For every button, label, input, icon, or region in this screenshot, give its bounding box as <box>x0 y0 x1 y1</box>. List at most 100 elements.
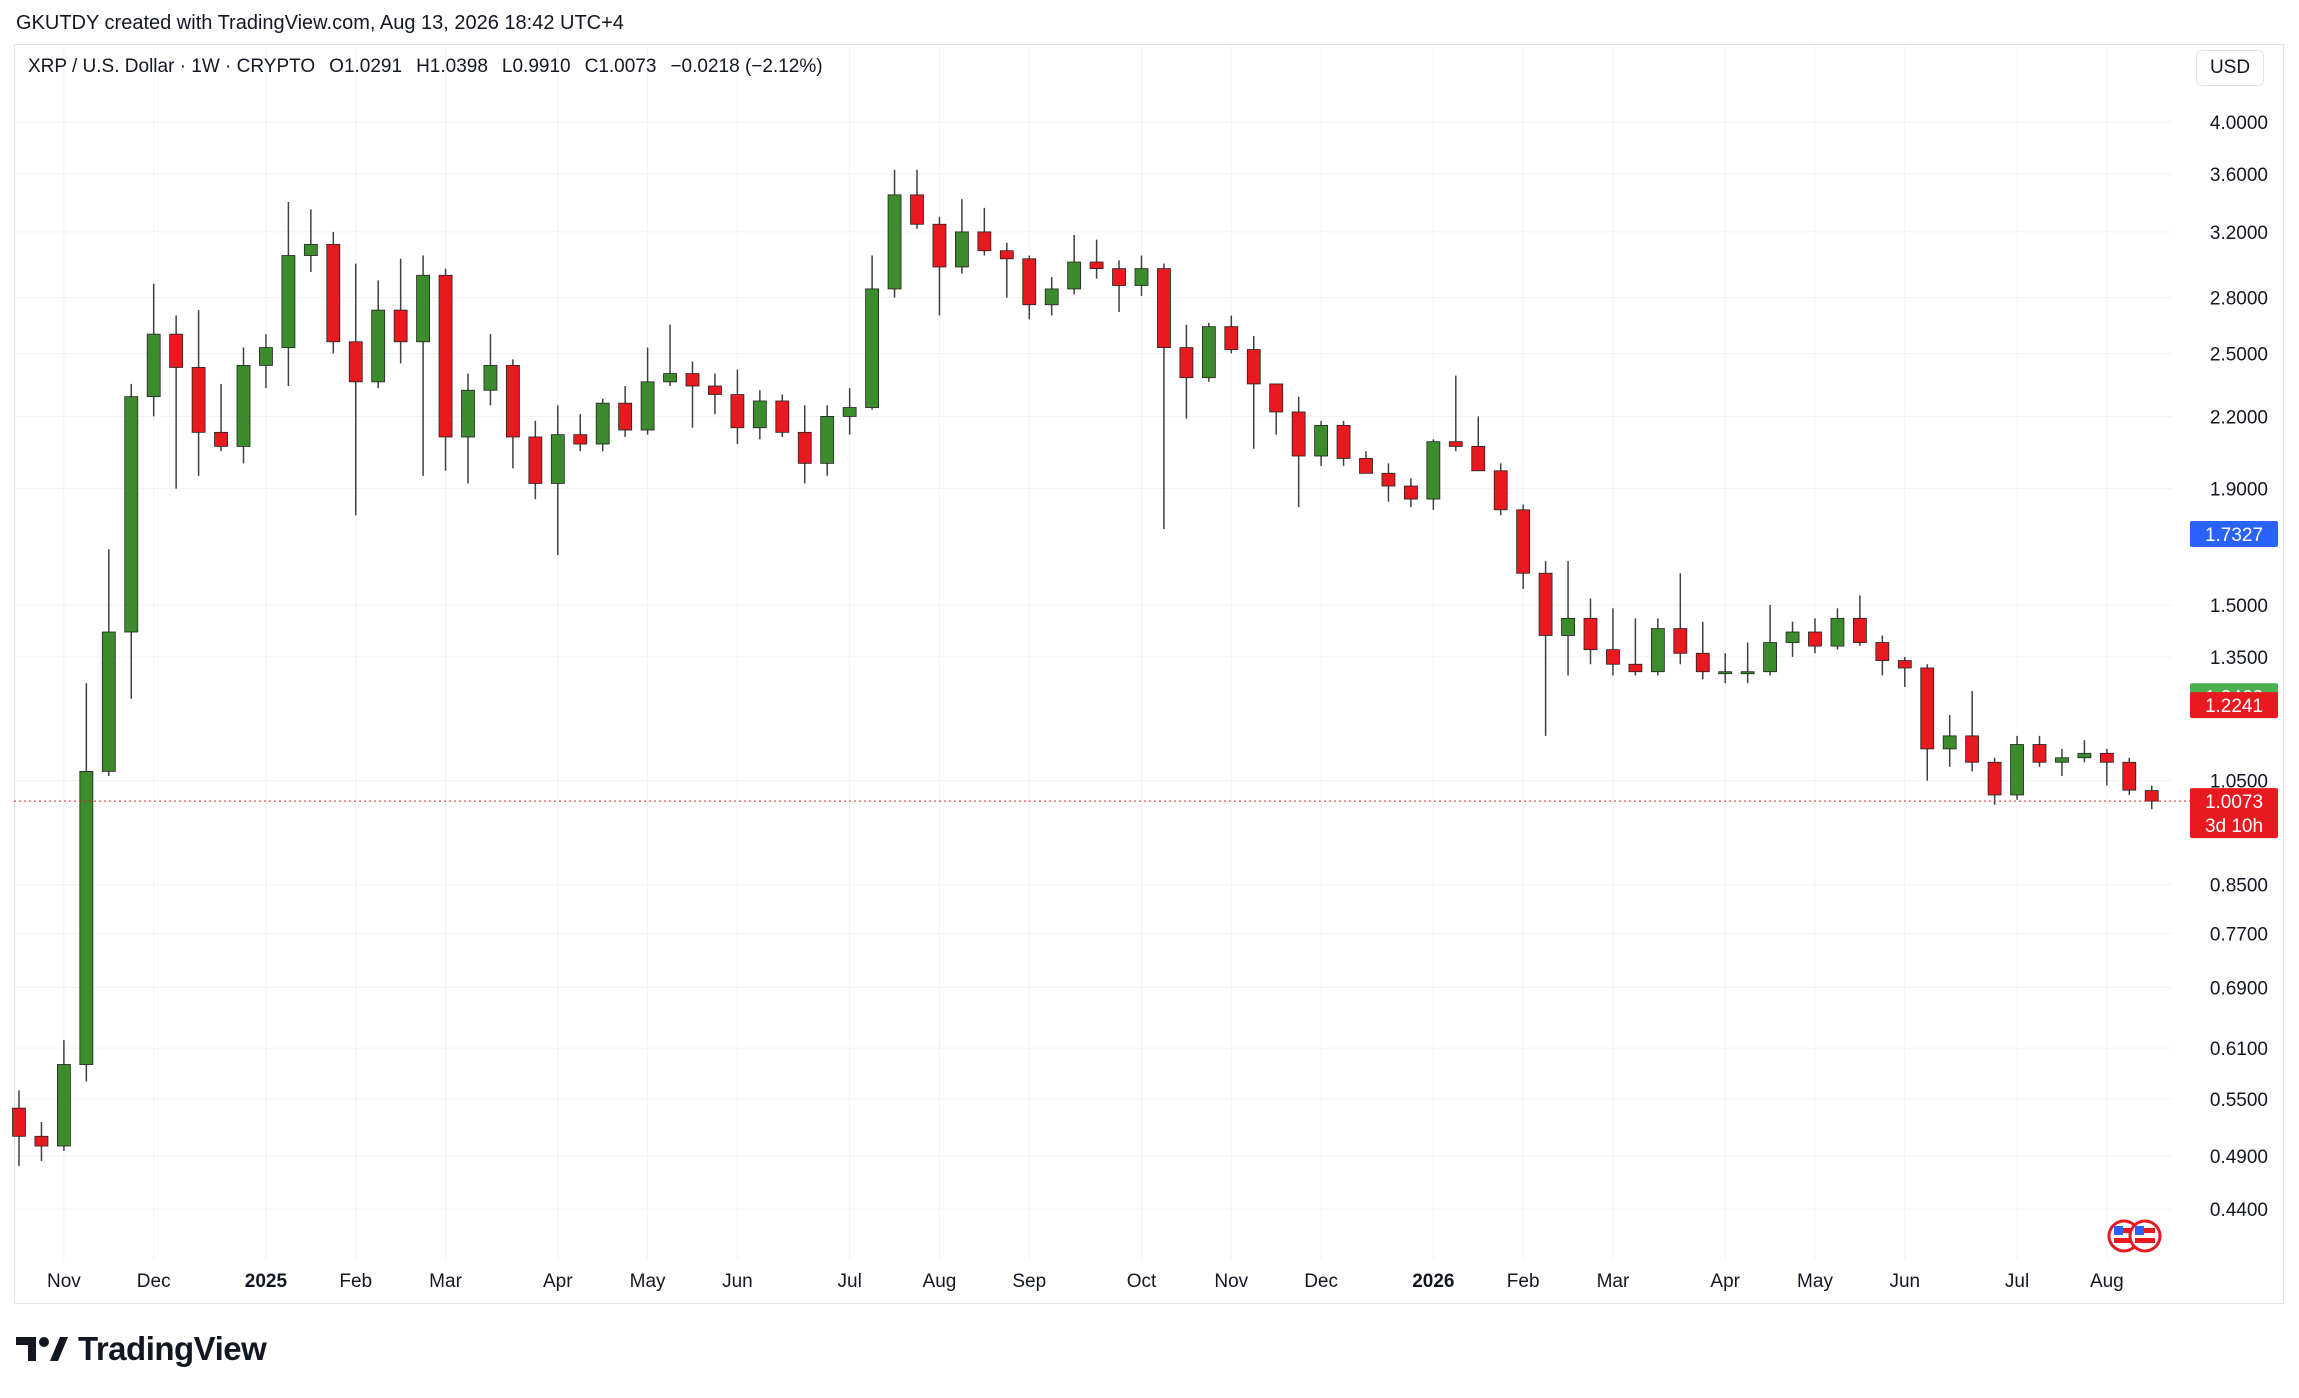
grid-lines <box>14 46 2172 1260</box>
price-badge-label: 1.7327 <box>2205 525 2263 546</box>
y-tick-label: 2.5000 <box>2210 344 2268 365</box>
us-flag-icon-stripe <box>2114 1238 2134 1243</box>
candle-body <box>2077 752 2092 759</box>
candle-body <box>438 274 453 438</box>
candle-body <box>1359 458 1373 474</box>
y-tick-label: 2.8000 <box>2210 289 2268 310</box>
candle-body <box>528 436 543 484</box>
price-badge: 1.0073 3d 10h <box>2190 788 2278 839</box>
price-badge: 1.2241 <box>2190 692 2278 719</box>
candle <box>820 405 835 476</box>
candle <box>169 315 184 489</box>
x-tick-label: May <box>630 1271 666 1292</box>
us-flag-icon <box>2128 1219 2162 1253</box>
y-tick-label: 1.9000 <box>2210 480 2268 501</box>
currency-button[interactable]: USD <box>2196 50 2264 86</box>
candle <box>1359 451 1373 474</box>
x-tick-label: Nov <box>47 1271 81 1292</box>
candle <box>1853 595 1867 647</box>
candle-body <box>1853 617 1867 643</box>
candle <box>461 373 475 484</box>
candle-body <box>1561 617 1575 636</box>
candle-body <box>1044 288 1059 306</box>
candle-body <box>1448 441 1463 447</box>
candle <box>259 334 273 389</box>
y-tick-label: 1.0500 <box>2210 772 2268 793</box>
candle <box>2077 740 2092 763</box>
candle-body <box>505 365 520 438</box>
candle-body <box>146 333 161 398</box>
candle <box>1246 336 1261 449</box>
candle-body <box>1920 667 1935 750</box>
candle <box>1740 642 1755 684</box>
candle-body <box>865 288 879 408</box>
y-tick-label: 0.4400 <box>2210 1200 2268 1221</box>
x-tick-label: Nov <box>1214 1271 1248 1292</box>
candle-body <box>236 365 251 447</box>
candle-body <box>1830 617 1845 647</box>
candle-body <box>2122 761 2137 791</box>
candle-body <box>101 631 116 772</box>
candle <box>1606 608 1620 676</box>
candle <box>1044 276 1059 316</box>
us-flag-icon-stripe <box>2114 1228 2134 1233</box>
candle <box>57 1040 71 1151</box>
candle-body <box>910 194 924 225</box>
candle <box>79 683 94 1082</box>
candle <box>1426 439 1441 510</box>
candle <box>685 361 700 428</box>
tradingview-logo[interactable]: TradingView <box>16 1330 267 1368</box>
candle-body <box>1897 660 1912 669</box>
candle-body <box>1404 485 1418 500</box>
candlestick-chart[interactable]: 4.0000 3.6000 3.2000 2.8000 2.5000 2.2000 1.90… <box>0 0 2299 1320</box>
candle-body <box>752 400 767 429</box>
candle <box>663 324 677 387</box>
candle <box>1561 561 1575 676</box>
x-tick-label: Apr <box>543 1271 573 1292</box>
candle-body <box>1987 761 2002 796</box>
candle <box>595 398 610 452</box>
candle <box>1022 255 1037 320</box>
candle <box>708 373 722 415</box>
candle-body <box>797 431 812 464</box>
candle <box>1830 608 1845 650</box>
candle-body <box>326 243 341 343</box>
candle-body <box>1785 631 1800 643</box>
us-flag-icon-stripe <box>2135 1238 2155 1243</box>
candle-body <box>1067 261 1082 290</box>
price-badge-bg <box>2190 692 2278 719</box>
candle <box>1448 375 1463 452</box>
candle <box>34 1122 49 1162</box>
x-tick-label: Oct <box>1127 1271 1157 1292</box>
candle <box>1718 653 1733 684</box>
candle-body <box>1426 441 1441 500</box>
candle <box>326 231 341 354</box>
y-tick-label: 0.6100 <box>2210 1039 2268 1060</box>
y-tick-label: 1.5000 <box>2210 596 2268 617</box>
candle-body <box>1201 326 1216 379</box>
candle-body <box>1695 652 1710 673</box>
candle <box>932 216 947 316</box>
candle <box>371 280 386 389</box>
candle <box>2010 735 2024 800</box>
x-tick-label: Aug <box>2090 1271 2124 1292</box>
candle <box>1516 504 1531 589</box>
x-tick-label: Jul <box>2005 1271 2029 1292</box>
x-tick-label: Dec <box>137 1271 171 1292</box>
y-tick-label: 4.0000 <box>2210 113 2268 134</box>
candle <box>1583 598 1598 665</box>
candle <box>1628 618 1643 676</box>
candle <box>797 405 812 484</box>
candle <box>1269 383 1284 435</box>
candle <box>1808 618 1822 654</box>
price-badge-bg <box>2190 521 2278 548</box>
candle <box>1112 260 1126 312</box>
candle <box>618 386 633 437</box>
candle <box>955 199 969 274</box>
high-value: H1.0398 <box>416 56 488 77</box>
candle <box>1987 757 2002 805</box>
candle-body <box>1673 628 1688 654</box>
price-badge-label: 1.0073 <box>2205 792 2263 813</box>
flag-icons[interactable] <box>2107 1219 2162 1253</box>
